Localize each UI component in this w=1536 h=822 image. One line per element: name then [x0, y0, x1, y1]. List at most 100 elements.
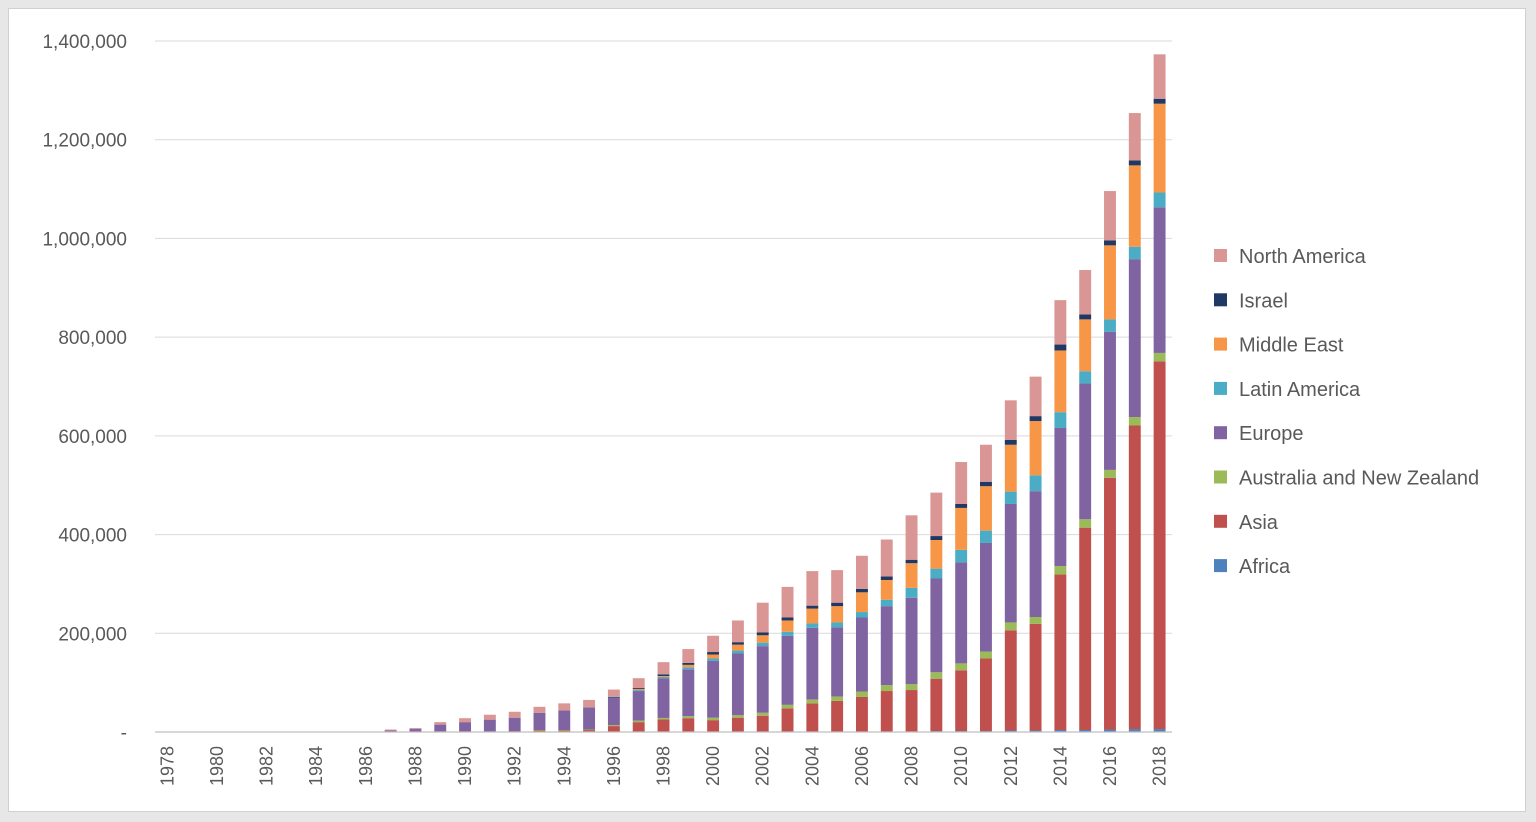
x-tick-label: 1984	[306, 746, 326, 786]
bar-2015-australia-and-new-zealand	[1079, 519, 1092, 528]
bar-2009-australia-and-new-zealand	[930, 672, 943, 679]
y-tick-label: -	[121, 723, 127, 744]
bar-1999-middle-east	[682, 664, 695, 668]
bar-1997-asia	[632, 722, 645, 732]
bar-2009-israel	[930, 536, 943, 540]
bar-2001-asia	[731, 717, 744, 732]
bar-2003-europe	[781, 635, 794, 705]
bar-2015-middle-east	[1079, 319, 1092, 372]
bar-2011-europe	[980, 542, 992, 652]
y-tick-label: 400,000	[58, 526, 127, 547]
bar-2006-europe	[855, 617, 868, 692]
bar-1991-europe	[483, 719, 496, 732]
bar-2005-asia	[831, 700, 844, 732]
bar-2016-asia	[1104, 477, 1116, 730]
bar-2003-israel	[781, 617, 794, 621]
bar-2012-north-america	[1004, 400, 1017, 440]
bar-2017-north-america	[1128, 113, 1141, 161]
bar-1996-israel	[607, 696, 620, 698]
bar-2010-israel	[955, 503, 968, 508]
x-tick-label: 2018	[1150, 746, 1170, 786]
bar-2015-latin-america	[1079, 371, 1092, 384]
bar-2004-europe	[806, 627, 819, 700]
x-tick-label: 1988	[405, 746, 425, 786]
bar-2006-latin-america	[855, 612, 868, 618]
bar-2011-latin-america	[980, 530, 992, 543]
bar-1996-latin-america	[607, 697, 620, 699]
bar-2017-europe	[1128, 259, 1141, 418]
bar-1996-australia-and-new-zealand	[607, 725, 620, 727]
bar-1989-europe	[434, 724, 447, 732]
bar-1998-europe	[657, 678, 670, 718]
bar-1999-europe	[682, 669, 695, 717]
bar-2016-australia-and-new-zealand	[1104, 469, 1116, 478]
bar-2006-asia	[855, 696, 868, 732]
bar-1998-australia-and-new-zealand	[657, 717, 670, 720]
bar-2008-middle-east	[905, 563, 918, 588]
bar-2017-africa	[1128, 729, 1141, 732]
legend-swatch-latin-america	[1214, 381, 1227, 395]
bar-2001-australia-and-new-zealand	[731, 715, 744, 718]
bar-2001-israel	[731, 642, 744, 645]
bar-2004-australia-and-new-zealand	[806, 699, 819, 704]
bar-1999-israel	[682, 662, 695, 665]
bar-1992-north-america	[508, 711, 521, 718]
x-tick-label: 1980	[207, 746, 227, 786]
bar-2003-middle-east	[781, 620, 794, 632]
bar-2016-israel	[1104, 240, 1116, 246]
bar-2008-europe	[905, 597, 918, 685]
bar-1996-north-america	[607, 689, 620, 697]
bar-1998-asia	[657, 719, 670, 732]
bar-2011-north-america	[980, 444, 992, 482]
bar-2010-latin-america	[955, 549, 968, 563]
bar-2001-latin-america	[731, 650, 744, 654]
bar-2018-middle-east	[1153, 103, 1166, 193]
bar-2000-asia	[707, 720, 720, 732]
bar-2002-middle-east	[756, 635, 769, 643]
bar-2006-australia-and-new-zealand	[855, 691, 868, 697]
bar-2005-israel	[831, 602, 844, 607]
bar-2003-australia-and-new-zealand	[781, 704, 794, 709]
bar-2015-north-america	[1079, 270, 1092, 315]
bar-2018-north-america	[1153, 54, 1166, 99]
bar-1995-australia-and-new-zealand	[583, 729, 596, 731]
x-tick-label: 2008	[902, 746, 922, 786]
bar-2004-middle-east	[806, 608, 819, 624]
bar-2002-north-america	[756, 602, 769, 633]
bar-2008-israel	[905, 559, 918, 564]
bar-2012-israel	[1004, 439, 1017, 445]
bar-2008-australia-and-new-zealand	[905, 684, 918, 691]
bar-2014-asia	[1054, 574, 1067, 731]
bar-1997-australia-and-new-zealand	[632, 720, 645, 723]
bar-2007-israel	[880, 576, 893, 580]
bar-1992-europe	[508, 717, 521, 732]
bar-1998-middle-east	[657, 675, 670, 677]
bar-2009-europe	[930, 578, 943, 673]
legend-label-australia-and-new-zealand: Australia and New Zealand	[1239, 468, 1479, 490]
bar-2017-asia	[1128, 425, 1141, 730]
bar-1995-europe	[583, 707, 596, 730]
bar-2014-europe	[1054, 427, 1067, 567]
bar-1999-australia-and-new-zealand	[682, 716, 695, 719]
bar-2005-north-america	[831, 570, 844, 603]
bar-1991-north-america	[483, 714, 496, 720]
bar-2016-middle-east	[1104, 245, 1116, 320]
x-tick-label: 2010	[951, 746, 971, 786]
bar-2016-latin-america	[1104, 319, 1116, 332]
x-tick-label: 1986	[356, 746, 376, 786]
y-tick-label: 1,000,000	[42, 229, 127, 250]
bar-1994-asia	[558, 730, 571, 732]
bar-2000-europe	[707, 660, 720, 718]
legend-label-africa: Africa	[1239, 556, 1291, 578]
bar-2002-europe	[756, 646, 769, 713]
bar-2011-middle-east	[980, 486, 992, 531]
x-tick-label: 1996	[604, 746, 624, 786]
bar-2014-middle-east	[1054, 350, 1067, 413]
bar-2004-north-america	[806, 571, 819, 606]
legend: North America Israel Middle East Latin Amer…	[1214, 246, 1479, 578]
bar-2012-africa	[1004, 730, 1017, 732]
x-tick-label: 2012	[1001, 746, 1021, 786]
x-tick-label: 2014	[1050, 746, 1070, 786]
bar-1999-latin-america	[682, 667, 695, 670]
